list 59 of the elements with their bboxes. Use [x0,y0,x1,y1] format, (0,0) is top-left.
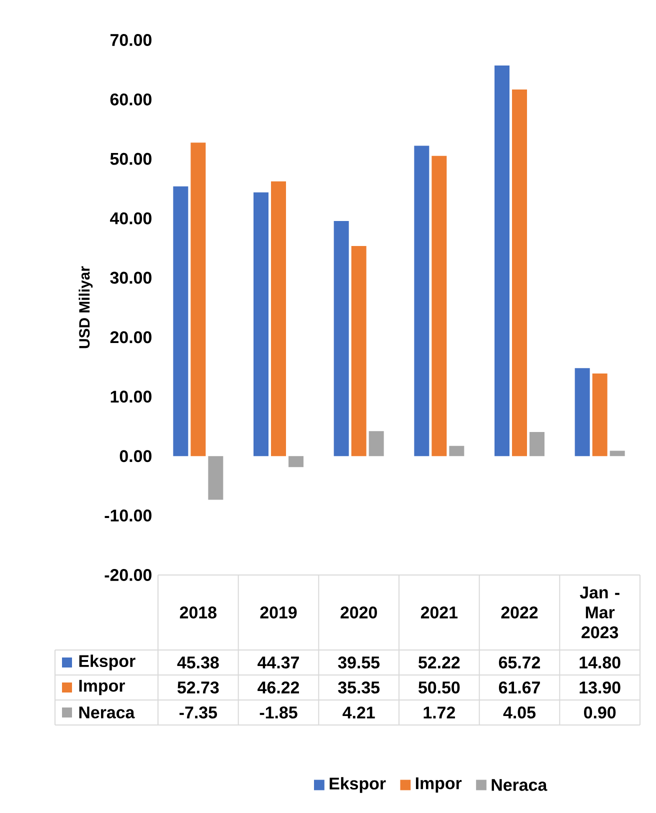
y-tick-label: 70.00 [110,34,152,46]
y-tick-label: 10.00 [110,390,152,403]
bar [190,142,206,456]
text: Neraca [492,779,548,791]
data-label: 65.72 [498,656,540,668]
x-tick-label: 2022 [501,606,538,618]
y-tick-label: 20.00 [110,331,152,344]
y-tick-label: -10.00 [104,510,152,522]
y-tick-label: 40.00 [110,212,152,224]
data-label: -1.85 [260,706,298,718]
bar [351,246,366,456]
y-tick-label: 0.00 [120,450,152,462]
data-label: 52.22 [418,656,460,668]
data-label: 46.22 [258,682,300,694]
bar [208,456,224,500]
y-tick-label: 60.00 [110,93,152,106]
bar [173,186,188,456]
x-tick-label: Jan - Mar 2023 [580,586,620,638]
x-tick-label: 2018 [180,606,216,618]
data-label: 39.55 [338,656,380,669]
bar [288,456,304,468]
data-label: 61.67 [498,682,540,694]
x-tick-label: 2019 [260,606,297,618]
text: Ekspor [330,777,386,793]
data-label: 4.05 [503,706,536,718]
data-label: 52.73 [177,681,219,694]
data-label: 50.50 [418,682,460,694]
bar [254,192,268,456]
bar [610,450,625,456]
data-label: 35.35 [338,681,380,694]
x-tick-label: 2021 [420,606,458,618]
data-label: 45.38 [177,656,219,669]
legend-label: Impor [79,680,125,696]
data-label: 14.80 [580,656,620,668]
data-label: -7.35 [180,706,218,719]
bar [449,446,464,456]
bar [574,368,590,456]
bar [432,156,447,456]
data-label: 4.21 [342,706,375,718]
text: Impor [416,777,462,793]
bar [494,65,510,456]
data-label: 1.72 [424,706,455,718]
bar [271,181,286,456]
bar [592,373,608,456]
legend-label: Neraca [79,706,135,718]
bar [530,432,544,456]
y-tick-label: 30.00 [110,272,152,284]
y-tick-label: 50.00 [110,152,152,165]
bar [414,146,430,456]
bar [512,90,527,456]
data-label: 13.90 [580,681,620,694]
bar [334,221,349,456]
y-axis-title: USD Miliyar [78,266,93,348]
y-tick-label: -20.00 [104,569,152,581]
data-label: 44.37 [258,656,299,669]
bar [368,431,384,456]
legend-label: Ekspor [79,654,136,670]
x-tick-label: 2020 [340,606,377,618]
data-label: 0.90 [584,706,616,718]
